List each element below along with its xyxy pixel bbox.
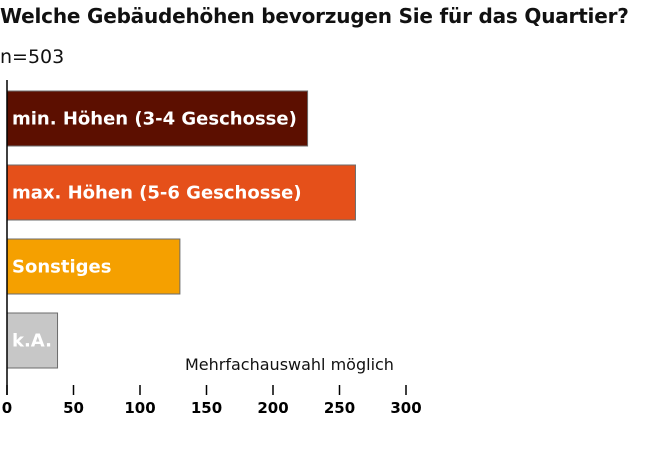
bar: [6, 90, 309, 147]
bar-label: min. Höhen (3-4 Geschosse): [12, 109, 297, 130]
bar-label: max. Höhen (5-6 Geschosse): [12, 183, 302, 204]
annotation-note: Mehrfachauswahl möglich: [185, 355, 394, 374]
x-tick-label: 150: [191, 399, 222, 417]
chart-title: Welche Gebäudehöhen bevorzugen Sie für d…: [0, 4, 629, 28]
bar-label: Sonstiges: [12, 257, 111, 278]
x-tick-label: 250: [324, 399, 355, 417]
x-tick-label: 0: [2, 399, 12, 417]
x-tick-label: 200: [257, 399, 288, 417]
x-tick-label: 50: [63, 399, 84, 417]
sample-size: n=503: [0, 46, 65, 68]
bar: [6, 238, 181, 295]
bar: [6, 312, 59, 369]
bar-label: k.A.: [12, 331, 52, 352]
x-tick-label: 300: [390, 399, 421, 417]
bar: [6, 164, 356, 221]
x-tick-label: 100: [124, 399, 155, 417]
